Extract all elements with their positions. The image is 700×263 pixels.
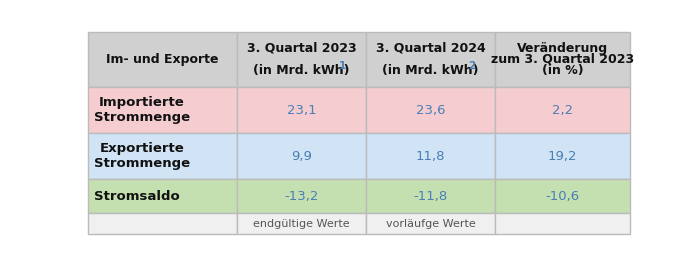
Bar (88, 87, 237, 133)
Text: -11,8: -11,8 (414, 190, 447, 203)
Bar (237, 32, 366, 87)
Text: (in Mrd. kWh): (in Mrd. kWh) (382, 64, 479, 77)
Text: 11,8: 11,8 (416, 150, 445, 163)
Bar (366, 133, 495, 179)
Bar (366, 87, 495, 133)
Bar (495, 87, 630, 133)
Text: (in %): (in %) (542, 64, 583, 77)
Text: 19,2: 19,2 (548, 150, 578, 163)
Text: 2: 2 (468, 60, 475, 70)
Text: 1: 1 (339, 60, 346, 70)
Bar (88, 32, 237, 87)
Bar (88, 133, 237, 179)
Bar (237, 179, 366, 213)
Text: 2,2: 2,2 (552, 104, 573, 117)
Text: zum 3. Quartal 2023: zum 3. Quartal 2023 (491, 53, 634, 66)
Text: vorläufge Werte: vorläufge Werte (386, 219, 475, 229)
Text: 23,6: 23,6 (416, 104, 445, 117)
Text: Exportierte
Strommenge: Exportierte Strommenge (94, 142, 190, 170)
Bar (88, 213, 237, 234)
Text: Veränderung: Veränderung (517, 42, 608, 55)
Bar (237, 213, 366, 234)
Text: -13,2: -13,2 (284, 190, 319, 203)
Text: 9,9: 9,9 (291, 150, 312, 163)
Bar (495, 179, 630, 213)
Text: (in Mrd. kWh): (in Mrd. kWh) (253, 64, 349, 77)
Bar (495, 32, 630, 87)
Text: endgültige Werte: endgültige Werte (253, 219, 350, 229)
Bar (237, 87, 366, 133)
Text: Im- und Exporte: Im- und Exporte (106, 53, 218, 66)
Bar (366, 213, 495, 234)
Text: Stromsaldo: Stromsaldo (94, 190, 180, 203)
Bar (366, 32, 495, 87)
Text: 23,1: 23,1 (286, 104, 316, 117)
Text: Importierte
Strommenge: Importierte Strommenge (94, 96, 190, 124)
Bar (237, 133, 366, 179)
Bar (88, 179, 237, 213)
Text: -10,6: -10,6 (545, 190, 580, 203)
Bar (495, 213, 630, 234)
Bar (495, 133, 630, 179)
Bar (366, 179, 495, 213)
Text: 3. Quartal 2024: 3. Quartal 2024 (376, 42, 485, 55)
Text: 3. Quartal 2023: 3. Quartal 2023 (246, 42, 356, 55)
